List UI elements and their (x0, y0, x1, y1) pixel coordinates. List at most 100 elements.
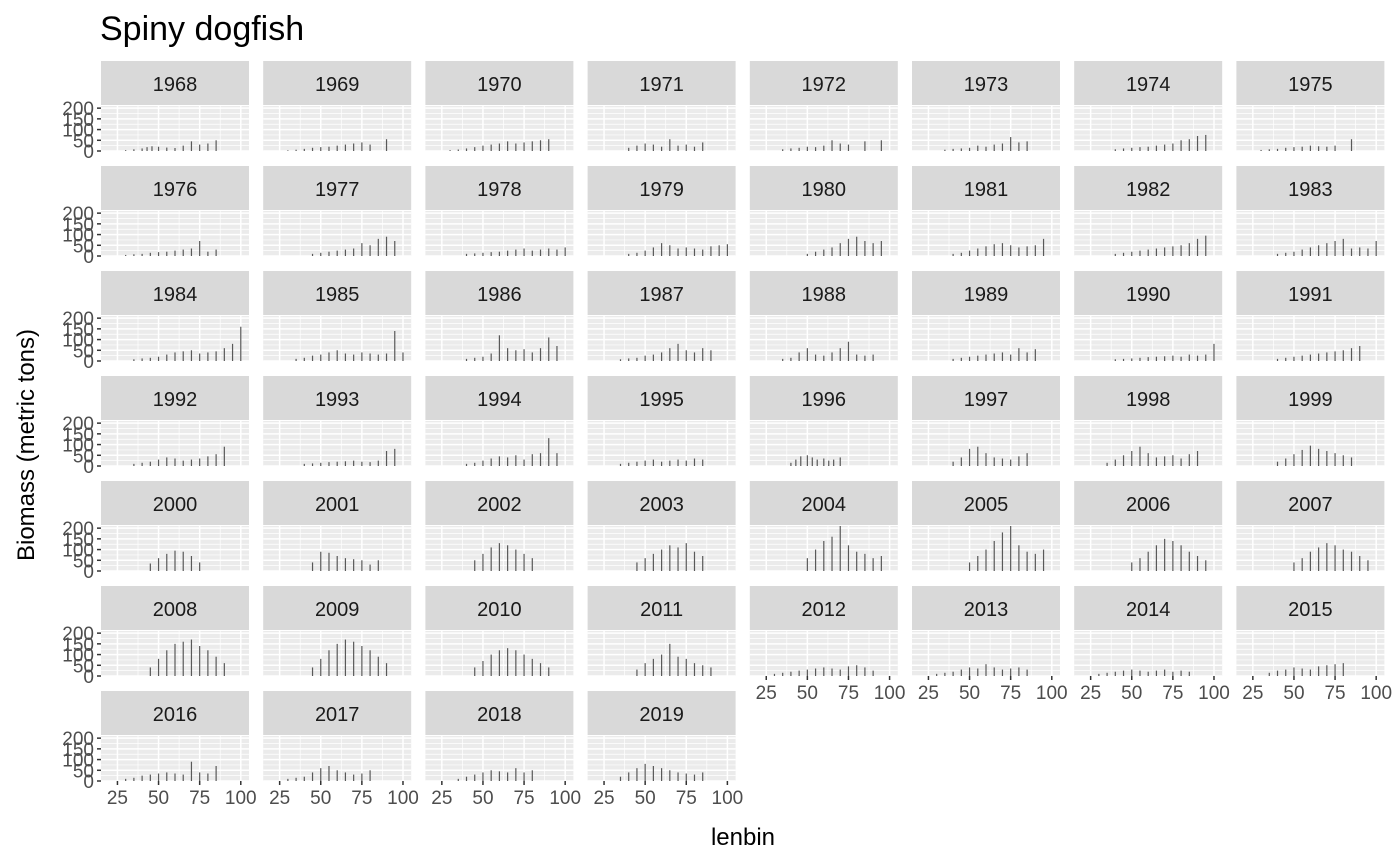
bar (685, 144, 687, 151)
bar (141, 253, 143, 256)
facet-strip (101, 376, 249, 420)
facet-strip-label: 1974 (1126, 74, 1171, 96)
x-axis-title: lenbin (711, 824, 775, 851)
y-tick-label: 150 (62, 530, 94, 551)
bar (977, 668, 979, 676)
bar (1122, 148, 1125, 151)
bar (507, 141, 509, 151)
bar (1147, 146, 1149, 151)
bar (199, 241, 201, 256)
y-tick-label: 0 (83, 142, 94, 163)
facet-strip (425, 586, 574, 630)
y-tick-label: 50 (73, 656, 94, 677)
bar (636, 562, 638, 571)
bar (661, 352, 663, 361)
x-tick-label: 50 (1121, 683, 1142, 704)
facet-strip-label: 1970 (477, 74, 522, 96)
bar (377, 460, 379, 466)
bar (369, 770, 371, 781)
bar (1293, 562, 1295, 571)
bar (385, 139, 388, 151)
bar (1309, 145, 1311, 151)
facet-strip (263, 166, 412, 210)
bar (328, 650, 330, 676)
facet-strip-label: 1981 (964, 179, 1009, 201)
bar (240, 326, 242, 361)
x-tick-label: 75 (351, 788, 372, 809)
bar (1334, 351, 1336, 361)
bar (1131, 669, 1133, 676)
facet-strip (263, 586, 412, 630)
bar (856, 665, 858, 676)
x-tick-label: 100 (549, 788, 581, 809)
y-tick-label: 100 (62, 331, 94, 352)
x-tick-label: 50 (1283, 683, 1304, 704)
bar (652, 144, 654, 151)
bar (831, 536, 833, 571)
x-tick-label: 100 (1198, 683, 1230, 704)
panel-background (101, 106, 249, 151)
facet-strip (749, 166, 898, 210)
bar (369, 650, 371, 676)
facet-strip (101, 271, 249, 315)
facet-strip-label: 1991 (1288, 284, 1333, 306)
panel-background (749, 316, 898, 361)
x-tick-label: 75 (838, 683, 859, 704)
facet-strip-label: 2017 (315, 704, 360, 726)
bar (182, 551, 184, 571)
facet-strip-label: 1973 (964, 74, 1009, 96)
facet-strip-label: 2011 (640, 599, 683, 621)
bar (182, 641, 184, 676)
facet-1983: 1983 (1236, 166, 1385, 257)
facet-strip (1074, 166, 1223, 210)
facet-strip (912, 271, 1060, 315)
bar (490, 144, 492, 151)
bar (1042, 549, 1045, 571)
bar (523, 459, 525, 466)
facet-2001: 2001 (263, 481, 412, 572)
bar (718, 245, 720, 256)
bar (328, 462, 330, 466)
bar (677, 772, 679, 781)
bar (652, 766, 654, 781)
bar (223, 446, 225, 466)
facet-strip (749, 586, 898, 630)
facet-strip-label: 1992 (153, 389, 198, 411)
facet-1986: 1986 (425, 271, 574, 362)
y-tick-label: 0 (83, 772, 94, 793)
bar (1131, 251, 1133, 256)
facet-strip-label: 1971 (639, 74, 684, 96)
y-tick-label: 50 (73, 236, 94, 257)
bar (344, 249, 347, 256)
panel-background (1074, 211, 1223, 256)
bar (369, 245, 371, 256)
bar (328, 146, 330, 151)
bar (1018, 545, 1020, 571)
bar (628, 253, 630, 256)
facet-2005: 2005 (912, 481, 1060, 572)
y-tick-label: 50 (73, 446, 94, 467)
bar (207, 143, 209, 151)
bar (1026, 141, 1028, 151)
bar (548, 337, 550, 361)
bar (1188, 243, 1190, 256)
bar (523, 248, 525, 256)
facet-strip-label: 2007 (1288, 494, 1333, 516)
bar (174, 250, 176, 256)
y-tick-label: 200 (62, 729, 94, 750)
bar (465, 358, 468, 361)
bar (199, 353, 201, 361)
bar (303, 776, 305, 781)
bar (1326, 243, 1328, 256)
bar (1018, 348, 1020, 361)
bar (482, 460, 484, 466)
bar (166, 354, 168, 361)
facet-strip (263, 376, 412, 420)
facet-1980: 1980 (749, 166, 898, 257)
x-tick-label: 25 (1242, 683, 1263, 704)
bar (1196, 451, 1199, 466)
bar (652, 354, 654, 361)
bar (993, 457, 995, 466)
y-tick-label: 0 (83, 562, 94, 583)
facet-1978: 1978 (425, 166, 574, 257)
